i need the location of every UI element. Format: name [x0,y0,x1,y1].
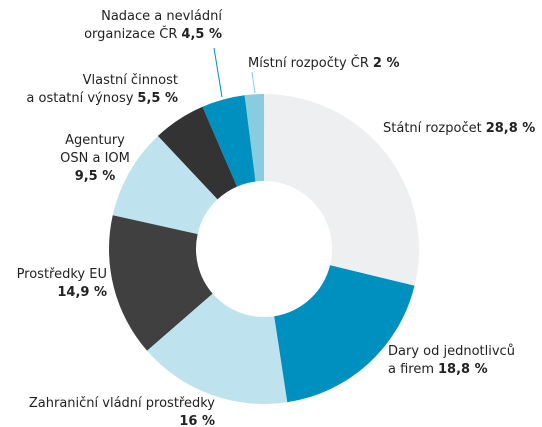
slice-label: Agentury OSN a IOM 9,5 % [55,132,135,186]
slice [274,265,415,403]
category-label: Státní rozpočet [383,121,482,136]
slice [244,94,264,182]
slice-label: Prostředky EU 14,9 % [17,266,107,302]
value-label: 4,5 % [181,27,222,42]
value-label: 5,5 % [137,91,178,106]
category-label: Prostředky EU [16,267,107,282]
category-label: Místní rozpočty ČR [248,56,369,71]
value-label: 16 % [179,414,215,427]
slice [147,293,288,404]
value-label: 18,8 % [438,362,488,377]
slice [264,94,419,286]
leader-line [251,71,256,94]
slice-label: Vlastní činnost a ostatní výnosy 5,5 % [26,72,178,108]
slice [157,106,237,200]
category-label: Zahraniční vládní prostředky [28,396,215,411]
category-label: Agentury OSN a IOM [60,133,130,166]
slice-label: Dary od jednotlivců a firem 18,8 % [388,343,515,379]
value-label: 2 % [372,56,400,71]
value-label: 14,9 % [57,285,107,300]
category-label: Dary od jednotlivců a firem [388,344,515,377]
slice-label: Nadace a nevládní organizace ČR 4,5 % [84,8,222,44]
slice [108,215,213,351]
category-label: Nadace a nevládní organizace ČR [84,9,222,42]
value-label: 9,5 % [74,169,116,184]
category-label: Vlastní činnost a ostatní výnosy [26,73,178,106]
slice-label: Státní rozpočet 28,8 % [383,120,535,138]
slice-label: Místní rozpočty ČR 2 % [248,55,400,73]
leader-line [213,47,223,98]
value-label: 28,8 % [485,121,536,136]
slice-label: Zahraniční vládní prostředky 16 % [29,395,215,427]
slice [112,136,218,235]
slice [202,95,256,187]
